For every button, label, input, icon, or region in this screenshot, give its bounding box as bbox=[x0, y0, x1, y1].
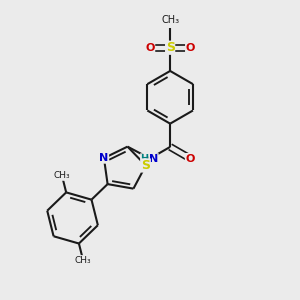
Text: CH₃: CH₃ bbox=[75, 256, 92, 265]
Text: S: S bbox=[166, 41, 175, 54]
Text: CH₃: CH₃ bbox=[161, 15, 179, 25]
Text: N: N bbox=[149, 154, 158, 164]
Text: O: O bbox=[186, 43, 195, 53]
Text: S: S bbox=[141, 159, 150, 172]
Text: H: H bbox=[140, 154, 148, 164]
Text: O: O bbox=[185, 154, 195, 164]
Text: N: N bbox=[99, 153, 109, 163]
Text: O: O bbox=[145, 43, 155, 53]
Text: CH₃: CH₃ bbox=[54, 171, 70, 180]
